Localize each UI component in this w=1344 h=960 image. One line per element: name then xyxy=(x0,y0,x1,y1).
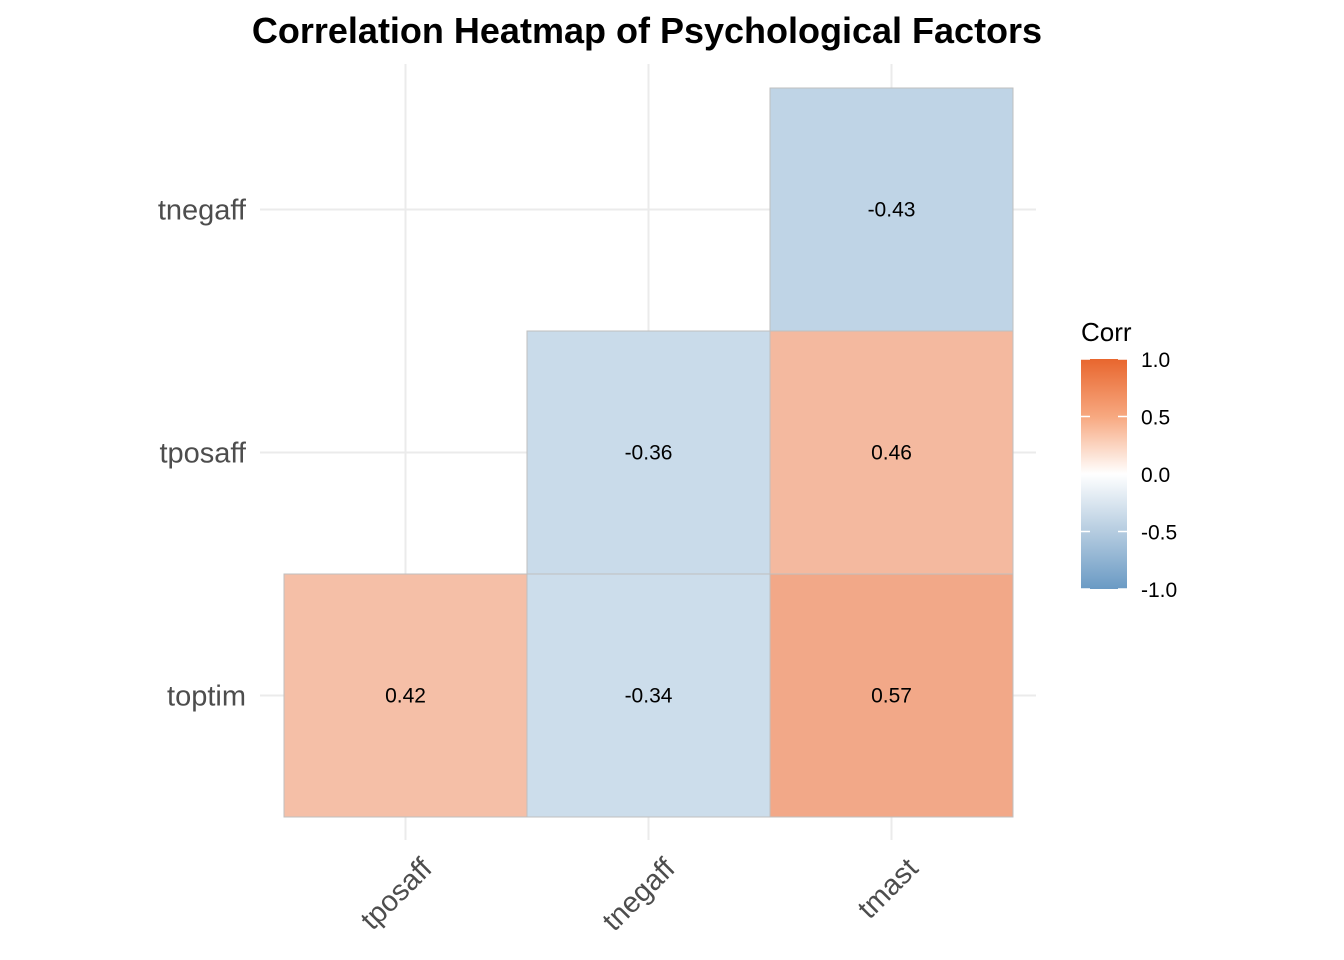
y-axis: toptim tposaff tnegaff xyxy=(158,195,247,713)
y-tick-label-tnegaff: tnegaff xyxy=(158,195,247,227)
heatmap-cell-tposaff-toptim xyxy=(283,573,528,818)
legend-title: Corr xyxy=(1081,317,1132,347)
heatmap-cell-tmast-toptim xyxy=(769,573,1014,818)
cell-value-label-tnegaff-tposaff: -0.36 xyxy=(625,442,673,465)
x-tick-label-tnegaff: tnegaff xyxy=(597,852,683,938)
heatmap-cell-labels: -0.43 -0.36 0.46 0.42 -0.34 0.57 xyxy=(385,199,915,708)
x-axis: tposaff tnegaff tmast xyxy=(355,852,925,938)
cell-value-label-tmast-toptim: 0.57 xyxy=(871,685,912,708)
legend-tick-label: 1.0 xyxy=(1141,349,1170,372)
y-tick-label-tposaff: tposaff xyxy=(159,438,246,470)
cell-value-label-tmast-tposaff: 0.46 xyxy=(871,442,912,465)
x-tick-label-tposaff: tposaff xyxy=(355,852,439,936)
legend-tick-label: 0.0 xyxy=(1141,464,1170,487)
heatmap-cell-tnegaff-toptim xyxy=(526,573,771,818)
cell-value-label-tposaff-toptim: 0.42 xyxy=(385,685,426,708)
chart-title: Correlation Heatmap of Psychological Fac… xyxy=(252,10,1042,51)
legend-tick-label: 0.5 xyxy=(1141,407,1170,430)
legend-tick-label: -1.0 xyxy=(1141,579,1177,602)
cell-value-label-tmast-tnegaff: -0.43 xyxy=(868,199,916,222)
legend-ticks: 1.0 0.5 0.0 -0.5 -1.0 xyxy=(1081,349,1177,602)
cell-value-label-tnegaff-toptim: -0.34 xyxy=(625,685,673,708)
x-tick-label-tmast: tmast xyxy=(852,852,925,925)
heatmap-cell-tmast-tposaff xyxy=(769,330,1014,575)
y-tick-label-toptim: toptim xyxy=(167,681,246,713)
legend-tick-label: -0.5 xyxy=(1141,522,1177,545)
heatmap-cells xyxy=(283,87,1014,818)
heatmap-cell-tmast-tnegaff xyxy=(769,87,1014,332)
color-legend: Corr 1.0 0.5 0.0 -0.5 -1.0 xyxy=(1081,317,1177,602)
